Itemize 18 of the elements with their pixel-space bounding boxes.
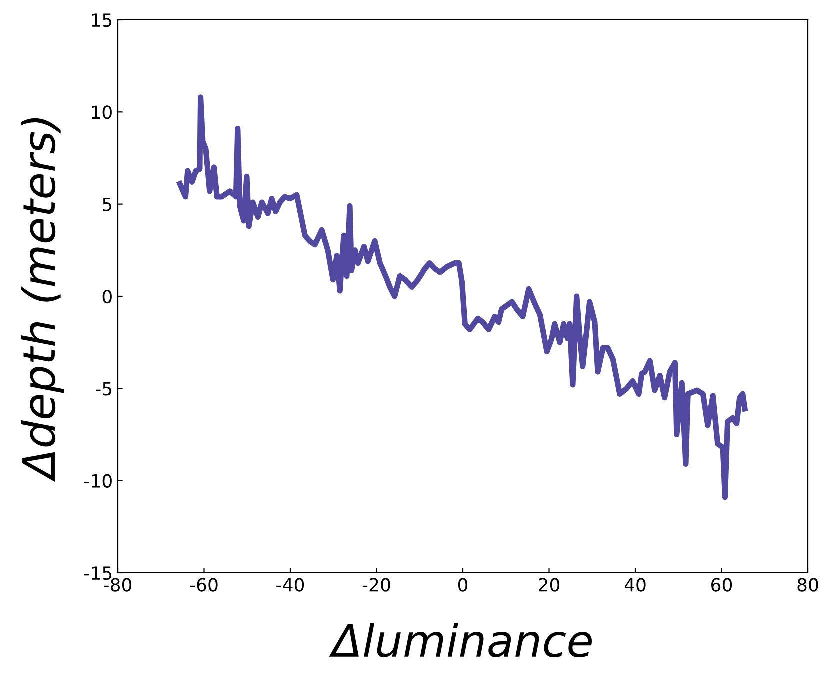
y-tick-label: 10 — [92, 106, 112, 120]
x-tick-label: -40 — [276, 578, 304, 592]
y-tick-label: 5 — [103, 198, 112, 212]
x-tick-label: -20 — [362, 578, 390, 592]
x-tick-label: 0 — [458, 578, 468, 592]
x-tick-label: -80 — [104, 578, 132, 592]
x-tick-label: 40 — [624, 578, 646, 592]
y-tick-label: -5 — [96, 382, 112, 396]
y-tick-label: -10 — [84, 474, 112, 488]
x-tick-label: 80 — [798, 578, 818, 592]
y-tick-label: 15 — [92, 14, 112, 28]
y-tick-label: -15 — [84, 566, 112, 580]
x-tick-label: -60 — [190, 578, 218, 592]
y-axis-title: Δdepth (meters) — [21, 118, 64, 482]
x-tick-label: 60 — [712, 578, 732, 592]
x-tick-label: 20 — [539, 578, 560, 592]
x-axis-title: Δluminance — [329, 623, 592, 658]
y-tick-label: 0 — [102, 290, 112, 304]
